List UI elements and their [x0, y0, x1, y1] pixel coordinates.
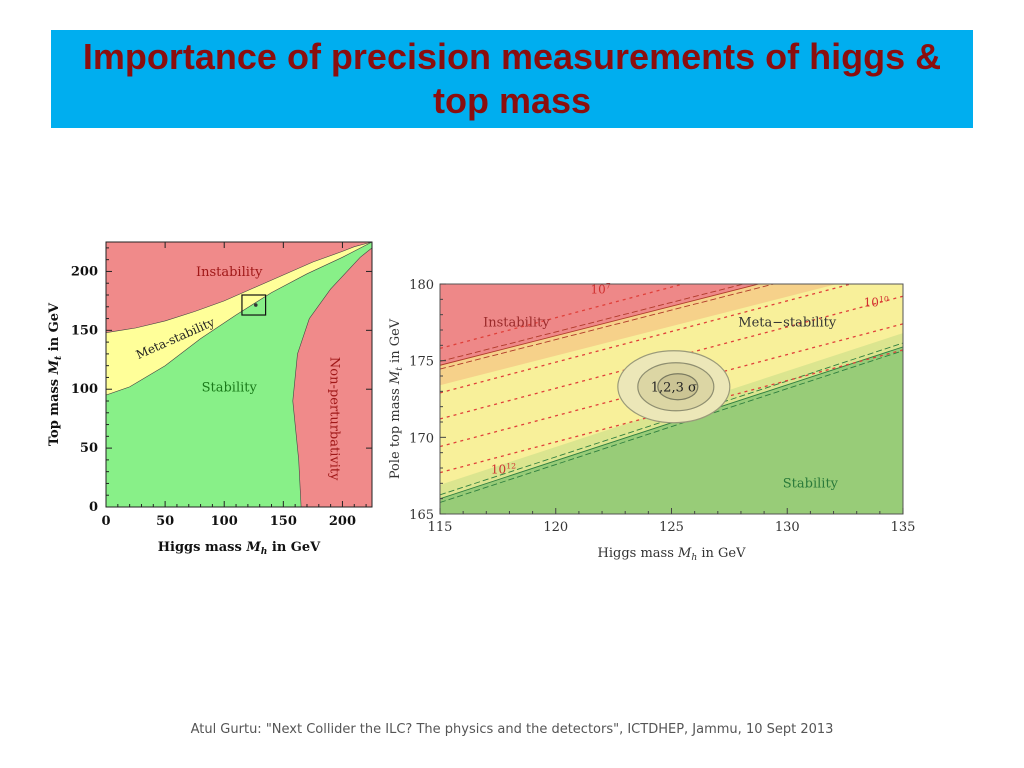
sigma-label: 1,2,3 σ	[651, 381, 697, 396]
slide-title: Importance of precision measurements of …	[82, 36, 942, 121]
sigma-1-contour	[657, 373, 699, 401]
y-tick-label: 200	[71, 264, 98, 279]
y-tick-label: 165	[409, 508, 434, 523]
x-tick-label: 120	[543, 520, 568, 535]
y-tick-label: 170	[409, 431, 434, 446]
x-tick-label: 50	[156, 514, 174, 529]
instability-label: Instability	[196, 265, 263, 280]
instability-label: Instability	[483, 315, 550, 330]
stability-boundary-line	[440, 350, 903, 503]
slide-footer: Atul Gurtu: "Next Collider the ILC? The …	[190, 722, 834, 737]
y-tick-label: 0	[89, 500, 98, 515]
x-tick-label: 150	[270, 514, 297, 529]
lifetime-line	[440, 284, 854, 394]
zoomed-stability-plot: 1,2,3 σ 107 1010 1012 Instability Meta−stabil…	[388, 278, 916, 563]
y-axis-label: Pole top mass Mt in GeV	[388, 318, 405, 479]
title-bar: Importance of precision measurements of …	[51, 30, 973, 128]
zoom-highlight-box	[241, 294, 267, 316]
instability-boundary-line	[440, 284, 761, 366]
x-tick-label: 115	[428, 520, 453, 535]
x-axis-label: Higgs mass Mh in GeV	[598, 546, 747, 563]
instability-boundary-line	[440, 284, 776, 370]
plot-area	[440, 284, 903, 514]
lifetime-label-10-12: 1012	[491, 462, 516, 477]
instability-boundary	[105, 241, 373, 333]
instability-boundary-line	[440, 284, 746, 362]
non-perturbativity-label: Non-perturbativity	[327, 357, 342, 481]
y-axis-label: Top mass Mt in GeV	[47, 302, 64, 446]
x-tick-label: 130	[775, 520, 800, 535]
lifetime-line	[440, 284, 686, 350]
y-tick-label: 100	[71, 382, 98, 397]
stability-label: Stability	[783, 476, 839, 491]
plot-frame	[105, 241, 373, 508]
x-tick-label: 125	[659, 520, 684, 535]
x-axis-label: Higgs mass Mh in GeV	[158, 540, 321, 557]
y-tick-label: 180	[409, 278, 434, 293]
meta-stability-label: Meta−stability	[738, 315, 837, 330]
x-tick-label: 0	[101, 514, 110, 529]
stability-phase-diagram: 0 50 100 150 200 0 50 100 150 200 Higgs mass Mh in…	[47, 241, 373, 557]
x-tick-label: 100	[211, 514, 238, 529]
x-tick-label: 135	[891, 520, 916, 535]
y-tick-label: 50	[80, 441, 98, 456]
measurement-marker	[253, 303, 258, 307]
y-tick-label: 150	[71, 323, 98, 338]
lifetime-label-10-10: 1010	[864, 294, 889, 309]
x-tick-label: 200	[329, 514, 356, 529]
y-tick-label: 175	[409, 355, 434, 370]
stability-label: Stability	[202, 381, 258, 396]
lifetime-label-10-7: 107	[590, 281, 610, 296]
